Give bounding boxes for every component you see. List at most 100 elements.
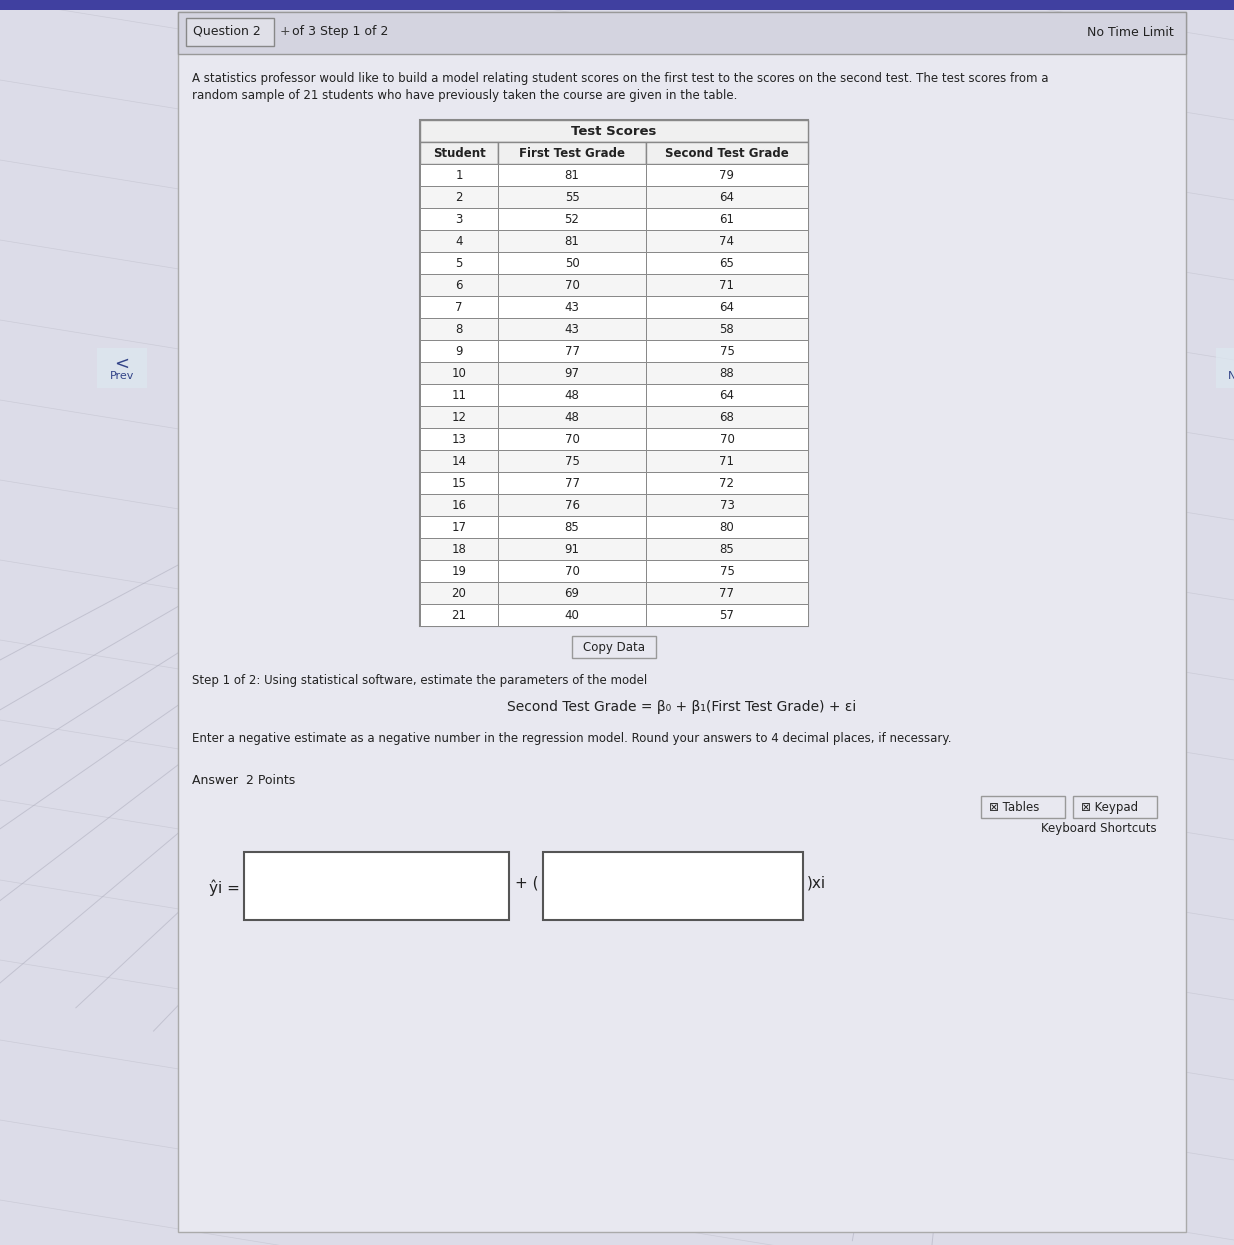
Text: First Test Grade: First Test Grade xyxy=(520,147,624,161)
Bar xyxy=(499,362,647,383)
Text: 21: 21 xyxy=(452,609,466,622)
Bar xyxy=(420,472,499,494)
Text: 14: 14 xyxy=(452,454,466,468)
Bar xyxy=(647,230,808,251)
Bar xyxy=(420,538,499,560)
Bar xyxy=(178,12,1186,54)
Text: <: < xyxy=(115,355,130,374)
Text: 77: 77 xyxy=(564,345,580,359)
Text: A statistics professor would like to build a model relating student scores on th: A statistics professor would like to bui… xyxy=(193,72,1049,85)
Text: 64: 64 xyxy=(719,301,734,314)
Text: 1: 1 xyxy=(455,169,463,182)
Text: 70: 70 xyxy=(719,433,734,446)
Text: 48: 48 xyxy=(565,388,580,402)
Text: of 3 Step 1 of 2: of 3 Step 1 of 2 xyxy=(292,25,389,39)
Text: 43: 43 xyxy=(565,301,580,314)
Text: random sample of 21 students who have previously taken the course are given in t: random sample of 21 students who have pr… xyxy=(193,88,738,102)
Bar xyxy=(647,515,808,538)
Bar xyxy=(420,362,499,383)
Bar xyxy=(244,852,508,920)
Bar xyxy=(420,296,499,317)
Bar xyxy=(573,636,656,659)
Text: 76: 76 xyxy=(564,499,580,512)
Text: 77: 77 xyxy=(564,477,580,491)
Text: 64: 64 xyxy=(719,388,734,402)
Text: 3: 3 xyxy=(455,213,463,227)
Bar xyxy=(420,120,808,142)
Text: +: + xyxy=(280,25,291,39)
Text: )xi: )xi xyxy=(807,876,826,891)
Text: Prev: Prev xyxy=(110,371,135,381)
Bar xyxy=(499,538,647,560)
Text: 7: 7 xyxy=(455,301,463,314)
Text: 43: 43 xyxy=(565,322,580,336)
Bar xyxy=(647,164,808,186)
Bar xyxy=(499,251,647,274)
Text: Second Test Grade: Second Test Grade xyxy=(665,147,789,161)
Text: 13: 13 xyxy=(452,433,466,446)
Bar xyxy=(499,472,647,494)
Bar xyxy=(0,0,1234,10)
Bar xyxy=(647,340,808,362)
Text: 50: 50 xyxy=(565,256,580,270)
Text: 75: 75 xyxy=(719,565,734,578)
Bar xyxy=(647,472,808,494)
Bar xyxy=(499,208,647,230)
Bar xyxy=(1074,796,1157,818)
Bar xyxy=(499,274,647,296)
Text: 12: 12 xyxy=(452,411,466,425)
Text: 58: 58 xyxy=(719,322,734,336)
Text: 20: 20 xyxy=(452,586,466,600)
Text: ⊠ Tables: ⊠ Tables xyxy=(988,801,1039,814)
Bar xyxy=(420,560,499,581)
Bar xyxy=(420,120,808,626)
Bar xyxy=(499,449,647,472)
Bar xyxy=(647,274,808,296)
Text: 85: 85 xyxy=(565,520,580,534)
Bar xyxy=(647,494,808,515)
Bar xyxy=(647,604,808,626)
Text: 64: 64 xyxy=(719,190,734,204)
Bar xyxy=(420,383,499,406)
Bar xyxy=(178,12,1186,1233)
Text: 72: 72 xyxy=(719,477,734,491)
Text: 70: 70 xyxy=(565,433,580,446)
Text: ⊠ Keypad: ⊠ Keypad xyxy=(1081,801,1138,814)
Text: 91: 91 xyxy=(564,543,580,557)
Text: 57: 57 xyxy=(719,609,734,622)
Bar xyxy=(981,796,1065,818)
Text: 9: 9 xyxy=(455,345,463,359)
Text: 5: 5 xyxy=(455,256,463,270)
Bar xyxy=(420,515,499,538)
Text: 85: 85 xyxy=(719,543,734,557)
Text: 16: 16 xyxy=(452,499,466,512)
Bar xyxy=(647,362,808,383)
Bar xyxy=(420,449,499,472)
Bar xyxy=(647,186,808,208)
Bar xyxy=(420,208,499,230)
Bar xyxy=(647,538,808,560)
Text: Answer  2 Points: Answer 2 Points xyxy=(193,774,295,787)
Bar xyxy=(499,164,647,186)
Bar xyxy=(647,560,808,581)
Text: 75: 75 xyxy=(719,345,734,359)
Text: 73: 73 xyxy=(719,499,734,512)
Text: Copy Data: Copy Data xyxy=(582,641,645,654)
Bar xyxy=(647,581,808,604)
Text: 48: 48 xyxy=(565,411,580,425)
Bar xyxy=(420,406,499,428)
Bar xyxy=(499,581,647,604)
Text: 81: 81 xyxy=(565,169,580,182)
Text: Student: Student xyxy=(433,147,485,161)
Bar xyxy=(420,186,499,208)
Text: Step 1 of 2: Using statistical software, estimate the parameters of the model: Step 1 of 2: Using statistical software,… xyxy=(193,674,648,687)
Text: No Time Limit: No Time Limit xyxy=(1087,26,1174,39)
Bar xyxy=(1215,349,1234,388)
Text: 18: 18 xyxy=(452,543,466,557)
Text: 97: 97 xyxy=(564,367,580,380)
Text: 6: 6 xyxy=(455,279,463,293)
Text: Keyboard Shortcuts: Keyboard Shortcuts xyxy=(1041,822,1157,835)
Text: 77: 77 xyxy=(719,586,734,600)
Text: + (: + ( xyxy=(515,876,538,891)
Bar xyxy=(543,852,803,920)
